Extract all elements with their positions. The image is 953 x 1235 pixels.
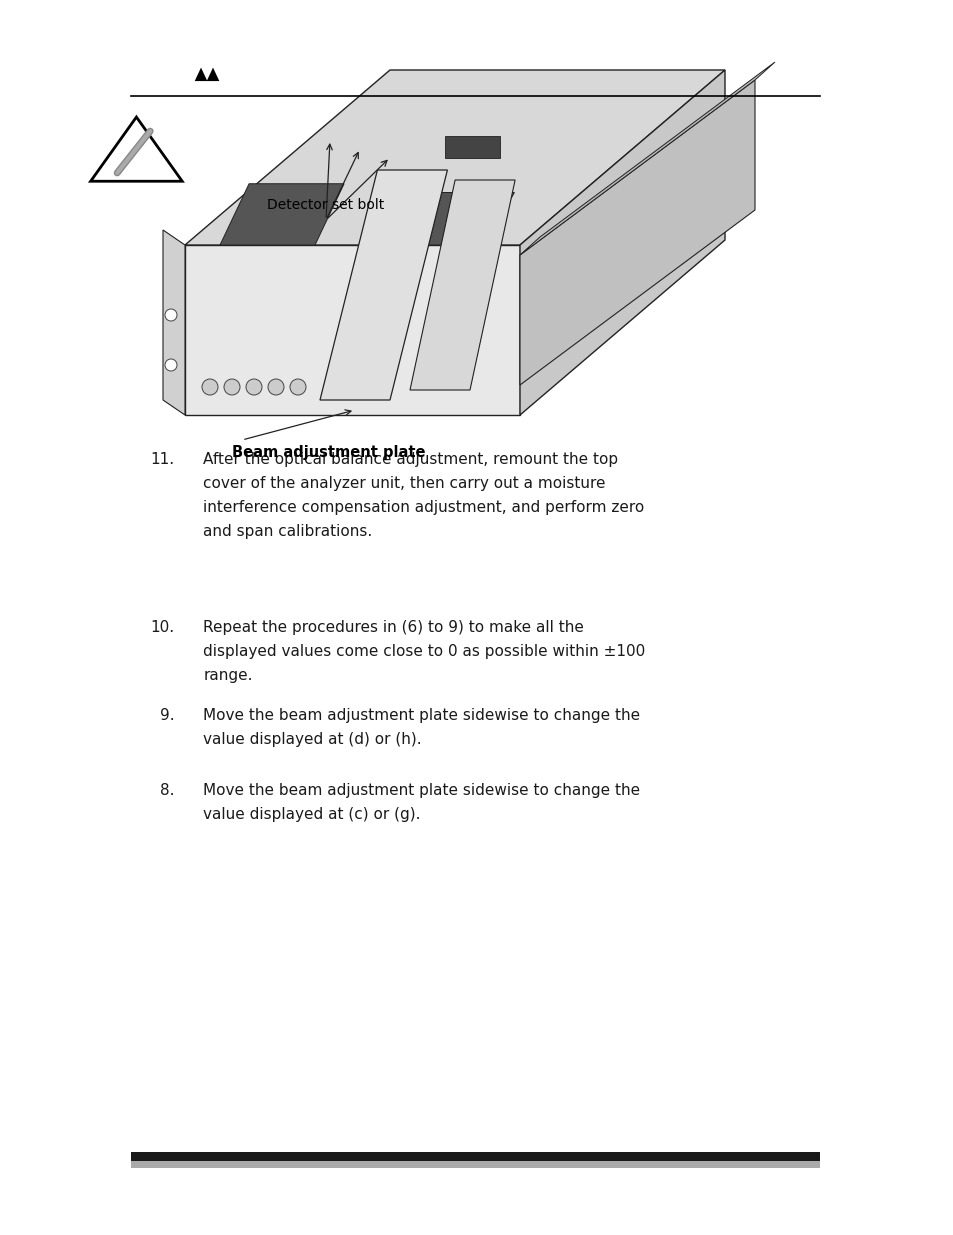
- Text: Repeat the procedures in (6) to 9) to make all the: Repeat the procedures in (6) to 9) to ma…: [203, 620, 583, 635]
- Polygon shape: [91, 117, 182, 182]
- Text: Detector set bolt: Detector set bolt: [267, 198, 384, 212]
- Text: value displayed at (c) or (g).: value displayed at (c) or (g).: [203, 808, 420, 823]
- Text: interference compensation adjustment, and perform zero: interference compensation adjustment, an…: [203, 500, 644, 515]
- Polygon shape: [519, 62, 774, 254]
- Circle shape: [246, 379, 262, 395]
- Circle shape: [268, 379, 284, 395]
- Circle shape: [165, 359, 177, 370]
- Polygon shape: [220, 184, 344, 245]
- Polygon shape: [185, 245, 519, 415]
- Polygon shape: [444, 136, 499, 158]
- Text: displayed values come close to 0 as possible within ±100: displayed values come close to 0 as poss…: [203, 645, 645, 659]
- Polygon shape: [405, 193, 514, 245]
- Polygon shape: [519, 70, 724, 415]
- Text: 10.: 10.: [151, 620, 174, 635]
- Circle shape: [224, 379, 240, 395]
- Circle shape: [290, 379, 306, 395]
- Bar: [131, 1151, 820, 1161]
- Bar: [131, 1161, 820, 1168]
- Text: 8.: 8.: [160, 783, 174, 798]
- Circle shape: [202, 379, 218, 395]
- Text: range.: range.: [203, 668, 253, 683]
- Text: and span calibrations.: and span calibrations.: [203, 524, 372, 540]
- Polygon shape: [194, 68, 207, 82]
- Polygon shape: [410, 180, 515, 390]
- Polygon shape: [207, 68, 219, 82]
- Text: 11.: 11.: [151, 452, 174, 467]
- Circle shape: [165, 309, 177, 321]
- Polygon shape: [163, 230, 185, 415]
- Text: Beam adjustment plate: Beam adjustment plate: [232, 445, 425, 459]
- Polygon shape: [519, 80, 754, 385]
- Polygon shape: [185, 70, 724, 245]
- Text: value displayed at (d) or (h).: value displayed at (d) or (h).: [203, 731, 421, 747]
- Text: Move the beam adjustment plate sidewise to change the: Move the beam adjustment plate sidewise …: [203, 783, 639, 798]
- Polygon shape: [319, 170, 447, 400]
- Text: Move the beam adjustment plate sidewise to change the: Move the beam adjustment plate sidewise …: [203, 708, 639, 722]
- Text: After the optical balance adjustment, remount the top: After the optical balance adjustment, re…: [203, 452, 618, 467]
- Text: cover of the analyzer unit, then carry out a moisture: cover of the analyzer unit, then carry o…: [203, 475, 605, 492]
- Text: 9.: 9.: [160, 708, 174, 722]
